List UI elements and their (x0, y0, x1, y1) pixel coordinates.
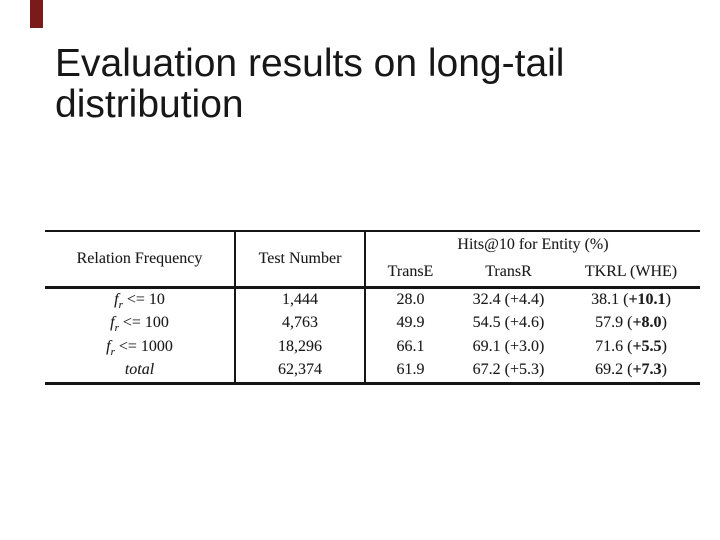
slide-title: Evaluation results on long-tail distribu… (55, 42, 565, 126)
table-cell: fr <= 100 (45, 311, 236, 335)
table-cell: 18,296 (235, 335, 366, 359)
table-cell: 67.2 (+5.3) (472, 361, 545, 379)
table-cell: 66.1 (396, 338, 425, 355)
table-cell: 69.1 (+3.0) (472, 338, 545, 355)
header-cell-tkrl-whe: TKRL (WHE) (562, 258, 700, 289)
table-cell: 71.6 (+5.5) (595, 338, 667, 355)
table-cell: fr <= 1000 (45, 335, 236, 359)
header-cell-hits-at-10-group: Hits@10 for Entity (%) (457, 236, 609, 253)
table-row: fr <= 1000 18,296 66.1 69.1 (+3.0) 71.6 (+5.… (45, 335, 700, 359)
header-cell-transr: TransR (455, 258, 562, 289)
results-table-container: Relation Frequency Test Number Hits@10 for… (45, 230, 700, 385)
results-table: Relation Frequency Test Number Hits@10 for… (45, 230, 700, 385)
table-cell: 4,763 (235, 311, 366, 335)
header-row-group: Relation Frequency Test Number Hits@10 for… (45, 231, 700, 289)
header-cell-relation-frequency: Relation Frequency (45, 231, 236, 289)
table-row: total 62,374 61.9 67.2 (+5.3) 69.2 (+7.3) (45, 359, 700, 383)
table-row: fr <= 10 1,444 28.0 32.4 (+4.4) 38.1 (+10.1) (45, 287, 700, 311)
table-cell: 32.4 (+4.4) (472, 290, 545, 308)
header-cell-transe: TransE (365, 258, 455, 289)
table-cell: 69.2 (+7.3) (595, 361, 667, 379)
table-cell: 49.9 (396, 314, 425, 331)
table-cell: 61.9 (396, 361, 425, 379)
table-cell: 28.0 (396, 290, 425, 308)
table-cell: 1,444 (235, 287, 366, 311)
table-cell: fr <= 10 (45, 287, 236, 311)
table-cell: 62,374 (235, 359, 366, 383)
table-cell: 54.5 (+4.6) (472, 314, 545, 331)
table-header: Relation Frequency Test Number Hits@10 for… (45, 231, 700, 289)
table-row: fr <= 100 4,763 49.9 54.5 (+4.6) 57.9 (+8.0) (45, 311, 700, 335)
header-cell-test-number: Test Number (235, 231, 366, 289)
table-cell: 38.1 (+10.1) (591, 290, 671, 308)
table-cell: total (45, 359, 236, 383)
header-row-models: TransE TransR TKRL (WHE) (45, 258, 700, 289)
table-body: fr <= 10 1,444 28.0 32.4 (+4.4) 38.1 (+10.1)… (45, 287, 700, 383)
table-cell: 57.9 (+8.0) (595, 314, 667, 331)
accent-bar (30, 0, 43, 28)
